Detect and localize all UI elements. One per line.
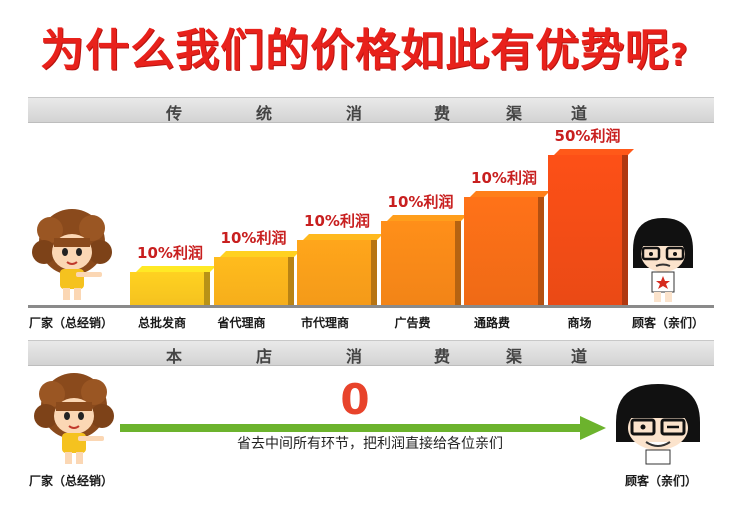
band-char: 道	[570, 104, 587, 123]
band-char: 消	[345, 347, 362, 366]
band-char: 道	[570, 347, 587, 366]
bar-value-label: 10%利润	[220, 229, 287, 247]
bar-3	[297, 234, 383, 305]
customer-character-illustration-bottom	[616, 384, 700, 465]
bar-6	[547, 149, 634, 305]
bar-5	[464, 191, 550, 305]
store-profit-value: 0	[340, 375, 370, 424]
bar-value-label: 50%利润	[554, 127, 621, 145]
band-char: 费	[433, 347, 450, 366]
bar-value-label: 10%利润	[304, 212, 370, 230]
band-char: 消	[345, 104, 362, 123]
manufacturer-character-illustration	[32, 209, 112, 300]
direct-arrow	[120, 416, 606, 440]
band-char: 本	[165, 347, 182, 366]
bar-4	[380, 215, 467, 305]
category-label: 广告费	[394, 316, 431, 330]
band-char: 费	[433, 104, 450, 123]
band-char: 渠	[505, 104, 522, 123]
bar-value-label: 10%利润	[137, 244, 203, 262]
bar-1	[130, 266, 216, 305]
customer-label: 顾客（亲们）	[632, 316, 705, 330]
band-char: 渠	[505, 347, 522, 366]
category-label: 总批发商	[138, 316, 187, 330]
title-question-mark: ?	[670, 38, 689, 73]
manufacturer-label: 厂家（总经销）	[29, 316, 114, 330]
store-caption: 省去中间所有环节，把利润直接给各位亲们	[237, 436, 503, 452]
traditional-channel-band: 传 统 消 费 渠 道	[28, 97, 714, 123]
category-label: 商场	[567, 316, 592, 330]
customer-character-illustration	[633, 218, 693, 302]
category-label: 省代理商	[217, 316, 266, 330]
bar-value-label: 10%利润	[387, 193, 454, 211]
category-label: 市代理商	[301, 316, 350, 330]
band-char: 店	[255, 347, 272, 366]
band-char: 传	[165, 104, 182, 123]
store-channel-band: 本 店 消 费 渠 道	[28, 340, 714, 366]
bar-2	[213, 251, 300, 305]
title-text: 为什么我们的价格如此有优势呢	[40, 25, 671, 76]
band-char: 统	[255, 104, 272, 123]
manufacturer-character-illustration-bottom	[34, 373, 114, 464]
category-label: 通路费	[474, 316, 511, 330]
page-title: 为什么我们的价格如此有优势呢?	[0, 14, 729, 78]
chart-baseline	[28, 305, 714, 308]
bar-value-label: 10%利润	[471, 169, 537, 187]
manufacturer-label-bottom: 厂家（总经销）	[29, 474, 114, 488]
customer-label-bottom: 顾客（亲们）	[625, 474, 698, 488]
